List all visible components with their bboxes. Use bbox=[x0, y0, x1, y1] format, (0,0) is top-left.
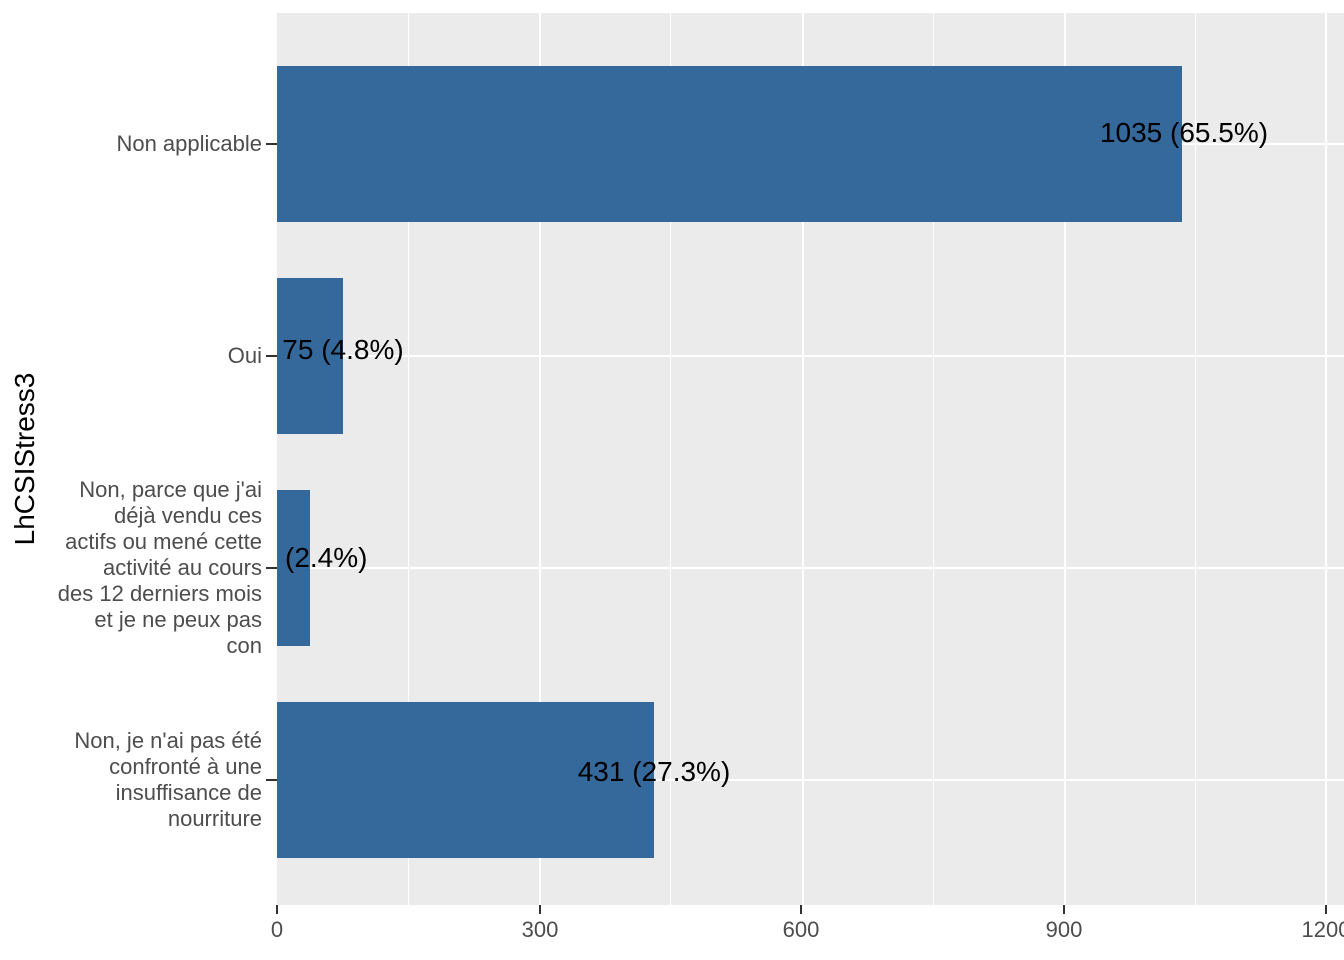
gridline bbox=[802, 13, 804, 905]
bar-value-label: 1035 (65.5%) bbox=[1099, 117, 1269, 148]
category-label-non-confronte: Non, je n'ai pas été confronté à une ins… bbox=[0, 728, 262, 832]
category-label-non-applicable: Non applicable bbox=[0, 131, 262, 157]
category-label-line: et je ne peux pas bbox=[94, 607, 262, 632]
x-tick-mark bbox=[1325, 905, 1327, 914]
bar-value-label: (2.4%) bbox=[285, 542, 368, 573]
gridline bbox=[277, 355, 1344, 357]
x-tick-mark bbox=[800, 905, 802, 914]
category-label-line: Non, je n'ai pas été bbox=[74, 728, 262, 753]
x-tick-mark bbox=[539, 905, 541, 914]
y-tick-mark bbox=[266, 567, 277, 569]
bar-non-applicable bbox=[277, 66, 1182, 222]
category-label-oui: Oui bbox=[0, 343, 262, 369]
category-label-line: actifs ou mené cette bbox=[65, 529, 262, 554]
x-tick-mark bbox=[276, 905, 278, 914]
category-label-line: nourriture bbox=[167, 806, 262, 831]
category-label-line: activité au cours bbox=[103, 555, 262, 580]
x-tick-mark bbox=[1063, 905, 1065, 914]
category-label-line: des 12 derniers mois bbox=[57, 581, 262, 606]
category-label-line: Non, parce que j'ai bbox=[79, 477, 262, 502]
x-tick-label: 0 bbox=[270, 917, 284, 942]
gridline bbox=[670, 13, 672, 905]
gridline bbox=[1195, 13, 1197, 905]
category-label-line: confronté à une bbox=[109, 754, 262, 779]
gridline bbox=[408, 13, 410, 905]
gridline bbox=[539, 13, 541, 905]
y-tick-mark bbox=[266, 143, 277, 145]
gridline bbox=[1325, 13, 1327, 905]
x-tick-label: 600 bbox=[782, 917, 820, 942]
x-tick-label: 900 bbox=[1045, 917, 1083, 942]
bar-non-confronte bbox=[277, 702, 654, 858]
category-label-line: Non applicable bbox=[116, 131, 262, 156]
category-label-line: Oui bbox=[227, 343, 262, 368]
x-tick-label: 300 bbox=[521, 917, 559, 942]
bar-oui bbox=[277, 278, 343, 434]
category-label-line: insuffisance de bbox=[115, 780, 262, 805]
bar-non-parce-que bbox=[277, 490, 310, 646]
gridline bbox=[933, 13, 935, 905]
bar-value-label: 75 (4.8%) bbox=[282, 334, 404, 365]
plot-panel: 1035 (65.5%) 75 (4.8%) (2.4%) 431 (27.3%… bbox=[277, 13, 1344, 905]
bar-value-label: 431 (27.3%) bbox=[577, 756, 731, 787]
gridline bbox=[1064, 13, 1066, 905]
x-tick-label: 1200 bbox=[1301, 917, 1344, 942]
gridline bbox=[277, 779, 1344, 781]
category-label-line: con bbox=[226, 633, 262, 658]
y-tick-mark bbox=[266, 355, 277, 357]
gridline bbox=[277, 567, 1344, 569]
category-label-line: déjà vendu ces bbox=[114, 503, 262, 528]
y-tick-mark bbox=[266, 779, 277, 781]
category-label-non-parce-que: Non, parce que j'ai déjà vendu ces actif… bbox=[0, 477, 262, 659]
